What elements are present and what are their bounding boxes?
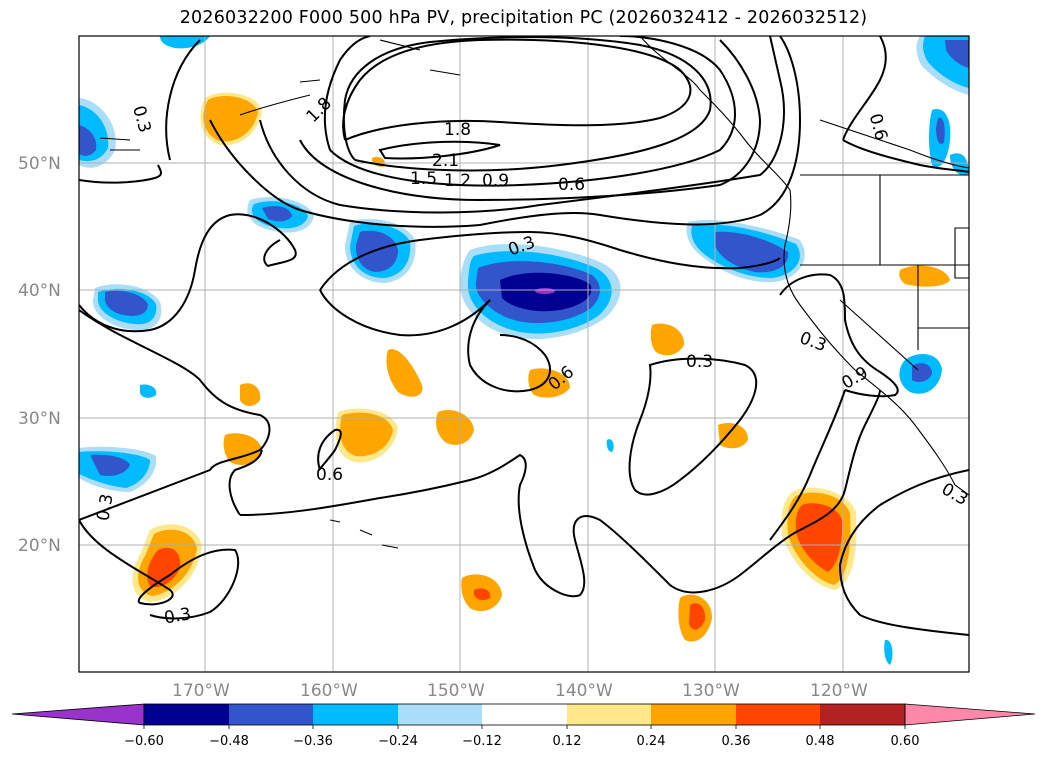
contour-label: 2.1 bbox=[432, 151, 459, 171]
lat-label-40n: 40°N bbox=[18, 281, 61, 301]
lon-label-140w: 140°W bbox=[555, 681, 613, 701]
contour-label: 0.6 bbox=[558, 175, 585, 195]
colorbar-tick-label: −0.12 bbox=[462, 734, 502, 749]
colorbar-tick-label: −0.24 bbox=[378, 734, 418, 749]
colorbar-segment bbox=[820, 704, 905, 725]
colorbar-tick-label: 0.24 bbox=[637, 734, 666, 749]
gridlines bbox=[79, 36, 969, 672]
contour-label: 0.3 bbox=[163, 604, 193, 628]
colorbar-segment bbox=[229, 704, 313, 725]
contour-label: 0.9 bbox=[482, 171, 509, 191]
colorbar-tick-label: −0.36 bbox=[293, 734, 333, 749]
colorbar-segment bbox=[398, 704, 482, 725]
lon-label-130w: 130°W bbox=[682, 681, 740, 701]
colorbar-segment bbox=[567, 704, 651, 725]
lat-label-30n: 30°N bbox=[18, 409, 61, 429]
colorbar: −0.60 −0.48 −0.36 −0.24 −0.12 0.12 0.24 … bbox=[11, 703, 1036, 749]
contour-label: 0.3 bbox=[128, 104, 154, 135]
precipitation-shading bbox=[79, 36, 969, 665]
contour-label: 0.3 bbox=[686, 352, 713, 372]
colorbar-segment bbox=[144, 704, 229, 725]
colorbar-tick-label: 0.12 bbox=[553, 734, 582, 749]
contour-label: 0.6 bbox=[865, 111, 891, 142]
map-title: 2026032200 F000 500 hPa PV, precipitatio… bbox=[179, 8, 868, 28]
colorbar-tick-label: 0.60 bbox=[891, 734, 920, 749]
colorbar-frame bbox=[143, 703, 906, 726]
colorbar-segment bbox=[736, 704, 820, 725]
contour-label: 0.6 bbox=[316, 465, 343, 485]
colorbar-extend-high bbox=[904, 703, 1036, 726]
colorbar-tick-label: 0.36 bbox=[722, 734, 751, 749]
colorbar-tick-label: −0.60 bbox=[124, 734, 164, 749]
map-frame bbox=[78, 35, 970, 673]
colorbar-segment bbox=[651, 704, 736, 725]
precip-core-negative bbox=[535, 288, 555, 294]
lat-label-50n: 50°N bbox=[18, 154, 61, 174]
longitude-labels: 170°W 160°W 150°W 140°W 130°W 120°W bbox=[172, 681, 868, 701]
lon-label-160w: 160°W bbox=[300, 681, 358, 701]
contour-label: 1.8 bbox=[444, 120, 471, 140]
colorbar-extend-low bbox=[11, 703, 145, 726]
colorbar-segment bbox=[482, 704, 567, 725]
pv-contours bbox=[79, 36, 969, 636]
contour-label: 0.3 bbox=[797, 328, 829, 356]
lat-label-20n: 20°N bbox=[18, 536, 61, 556]
contour-label: 1.5 bbox=[410, 169, 437, 189]
lon-label-120w: 120°W bbox=[810, 681, 868, 701]
colorbar-segment bbox=[313, 704, 398, 725]
contour-label: 0.3 bbox=[938, 479, 971, 510]
latitude-labels: 50°N 40°N 30°N 20°N bbox=[18, 154, 61, 556]
precip-blob-positive-misc bbox=[386, 349, 423, 397]
contour-label: 1.2 bbox=[444, 171, 471, 191]
colorbar-tick-label: 0.48 bbox=[806, 734, 835, 749]
contour-label: 1.8 bbox=[303, 94, 336, 127]
colorbar-tick-label: −0.48 bbox=[209, 734, 249, 749]
lon-label-170w: 170°W bbox=[172, 681, 230, 701]
lon-label-150w: 150°W bbox=[427, 681, 485, 701]
contour-label: 0.3 bbox=[93, 492, 117, 522]
